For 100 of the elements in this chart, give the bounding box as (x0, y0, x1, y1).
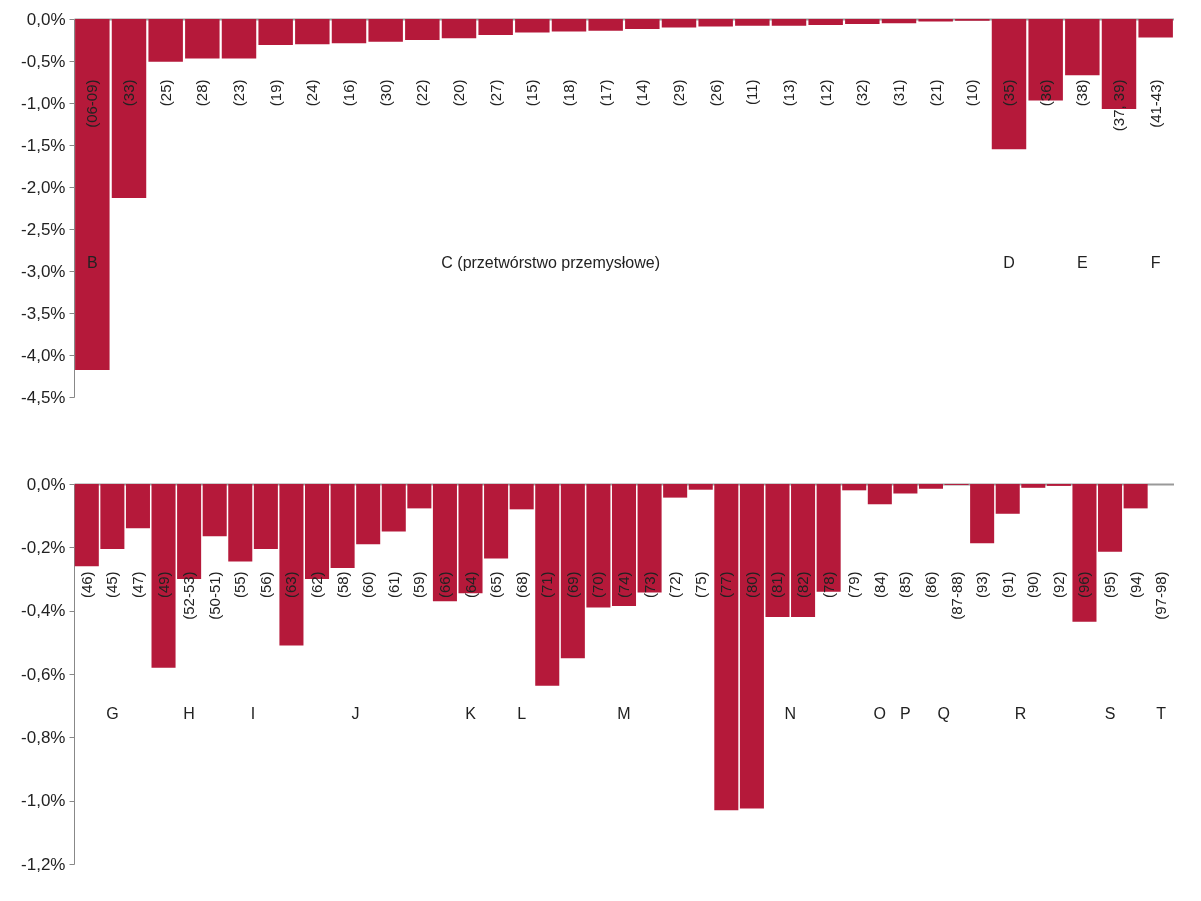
x-tick-label: (56) (256, 571, 274, 599)
x-tick-label: (94) (1126, 571, 1144, 599)
x-tick-label: (93) (973, 571, 991, 599)
x-tick-label: (29) (670, 79, 687, 107)
x-tick-label: (74) (615, 571, 632, 599)
x-tick-label: (82) (794, 571, 812, 599)
x-tick-label: (91) (998, 571, 1016, 599)
x-tick-label: (85) (896, 571, 914, 599)
annotation: H (183, 704, 195, 722)
x-tick-label: (60) (359, 571, 377, 599)
x-tick-label: (19) (266, 79, 284, 107)
annotation: D (1003, 253, 1015, 271)
annotation: B (87, 253, 98, 271)
x-tick-label: (65) (487, 571, 505, 599)
y-tick-label: -4,5% (21, 387, 66, 407)
x-tick-label: (16) (340, 79, 357, 107)
x-tick-label: (73) (640, 571, 658, 599)
y-tick-label: -2,0% (21, 177, 66, 197)
y-tick-label: -1,0% (21, 93, 66, 113)
annotation: R (1014, 704, 1027, 722)
x-tick-label: (63) (282, 571, 300, 599)
y-tick-label: -4,0% (21, 345, 66, 365)
x-tick-label: (70) (589, 571, 607, 599)
x-tick-label: (90) (1024, 571, 1042, 599)
x-tick-label: (33) (120, 79, 137, 107)
annotation: Q (937, 704, 950, 722)
y-tick-label: -3,0% (21, 261, 66, 281)
x-tick-label: (72) (666, 571, 684, 599)
x-tick-label: (92) (1049, 571, 1067, 599)
x-tick-label: (36) (1036, 79, 1054, 107)
x-tick-label: (24) (303, 79, 321, 107)
y-tick-label: -0,5% (21, 51, 66, 71)
x-tick-label: (96) (1075, 571, 1093, 599)
x-tick-label: (97-98) (1152, 571, 1170, 620)
y-tick-label: -1,0% (21, 791, 66, 811)
x-tick-label: (14) (633, 79, 651, 107)
x-tick-label: (49) (154, 571, 172, 599)
x-tick-label: (25) (156, 79, 174, 107)
x-tick-label: (31) (890, 79, 907, 107)
x-tick-label: (84) (870, 571, 888, 599)
x-tick-label: (77) (717, 571, 735, 599)
x-tick-label: (23) (230, 79, 247, 107)
x-tick-label: (78) (819, 571, 837, 599)
x-tick-label: (32) (853, 79, 871, 107)
annotation: S (1104, 704, 1116, 722)
annotation: P (900, 704, 911, 722)
x-tick-label: (69) (563, 571, 581, 599)
y-tick-label: -1,5% (21, 135, 66, 155)
x-tick-label: (21) (926, 79, 944, 107)
y-tick-label: -3,5% (21, 303, 66, 323)
x-tick-label: (46) (77, 571, 95, 599)
x-tick-label: (80) (742, 571, 760, 599)
x-tick-label: (12) (816, 79, 834, 107)
x-tick-label: (55) (231, 571, 249, 599)
x-tick-label: (41-43) (1146, 79, 1164, 128)
x-tick-label: (17) (596, 79, 614, 107)
x-tick-label: (68) (512, 571, 530, 599)
x-tick-label: (66) (435, 571, 453, 599)
annotation: E (1077, 253, 1088, 271)
x-tick-label: (81) (768, 571, 786, 599)
x-tick-label: (30) (376, 79, 394, 107)
y-tick-label: -0,2% (21, 537, 66, 557)
y-tick-label: -2,5% (21, 219, 66, 239)
y-tick-label: -0,8% (21, 727, 66, 747)
x-tick-label: (35) (1000, 79, 1017, 107)
x-tick-label: (27) (486, 79, 504, 107)
annotation: M (617, 704, 631, 722)
x-tick-label: (87-88) (947, 571, 965, 620)
y-tick-label: -1,2% (21, 854, 66, 874)
x-tick-label: (15) (523, 79, 541, 107)
y-tick-label: -0,4% (21, 601, 66, 621)
annotation: J (351, 704, 360, 722)
annotation: G (106, 704, 119, 722)
annotation: N (784, 704, 797, 722)
x-tick-label: (38) (1073, 79, 1091, 107)
annotation: O (873, 704, 887, 722)
x-tick-label: (22) (413, 79, 431, 107)
x-tick-label: (79) (845, 571, 863, 599)
x-tick-label: (45) (103, 571, 121, 599)
x-tick-label: (61) (384, 571, 402, 599)
x-tick-label: (52-53) (180, 571, 198, 620)
annotation: K (465, 704, 477, 722)
annotation: T (1156, 704, 1167, 722)
y-tick-label: -0,6% (21, 664, 66, 684)
x-tick-label: (20) (450, 79, 467, 107)
x-tick-label: (71) (538, 571, 556, 599)
x-tick-label: (50-51) (205, 571, 223, 620)
x-tick-label: (64) (461, 571, 479, 599)
x-tick-label: (37, 39) (1110, 79, 1127, 132)
x-tick-label: (75) (691, 571, 709, 599)
y-tick-label: 0,0% (26, 9, 66, 29)
annotation: C (przetwórstwo przemysłowe) (441, 253, 661, 271)
x-tick-label: (11) (743, 79, 761, 106)
x-tick-label: (59) (410, 571, 428, 599)
x-tick-label: (13) (780, 79, 797, 107)
x-tick-label: (26) (706, 79, 724, 107)
annotation: F (1150, 253, 1161, 271)
annotation: L (517, 704, 527, 722)
x-tick-label: (62) (308, 571, 326, 599)
x-tick-label: (06-09) (83, 79, 101, 128)
